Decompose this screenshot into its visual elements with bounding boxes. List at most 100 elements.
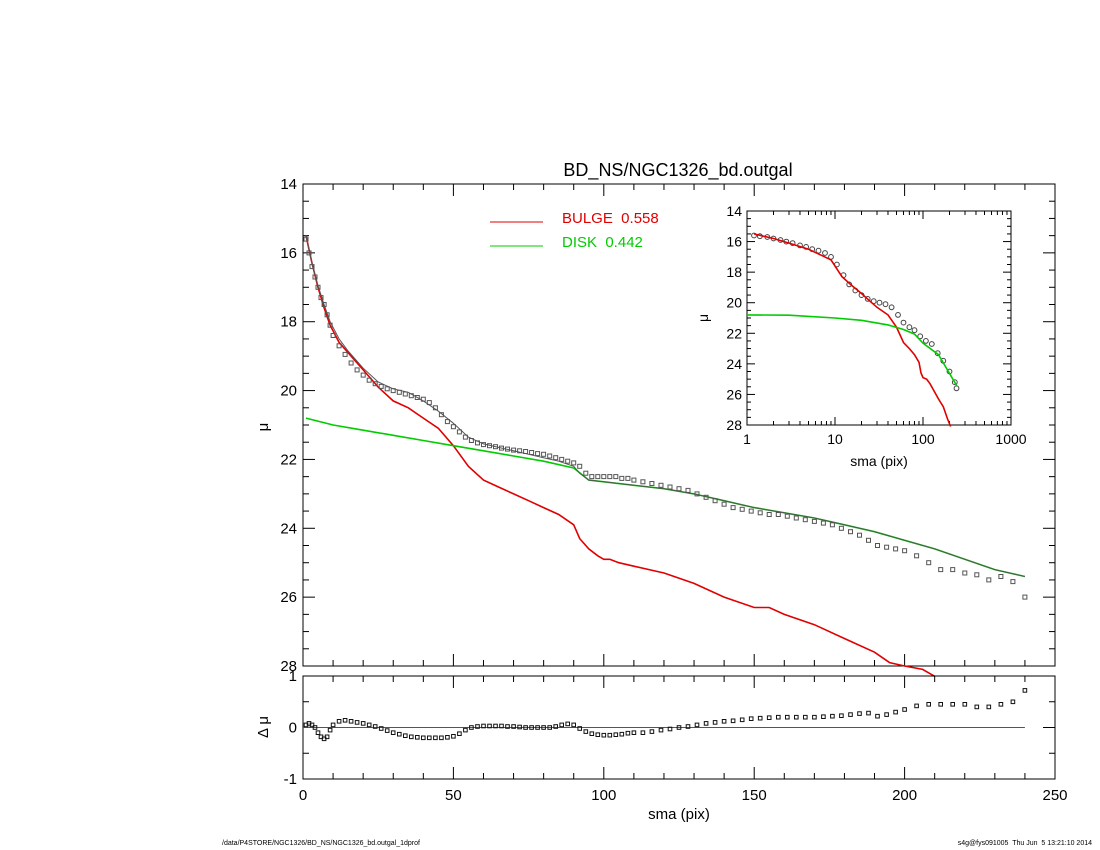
residual-y-tick-label: -1 bbox=[284, 771, 297, 788]
residual-residual-point bbox=[360, 721, 366, 726]
main-data-point bbox=[974, 572, 980, 578]
main-y-tick-label: 26 bbox=[280, 589, 297, 606]
inset-y-axis-label: μ bbox=[695, 314, 711, 322]
residual-residual-point bbox=[986, 704, 992, 710]
main-data-point bbox=[1022, 594, 1028, 600]
residual-y-tick-label: 1 bbox=[289, 668, 297, 685]
residual-residual-point bbox=[493, 723, 498, 729]
residual-residual-point bbox=[523, 725, 528, 730]
residual-residual-point bbox=[384, 728, 390, 733]
main-data-point bbox=[775, 512, 781, 517]
residual-residual-point bbox=[589, 731, 595, 737]
residual-residual-point bbox=[938, 702, 944, 707]
inset-y-tick-label: 22 bbox=[726, 325, 742, 341]
main-data-point bbox=[793, 515, 799, 521]
residual-residual-point bbox=[553, 724, 559, 729]
main-data-point bbox=[450, 424, 456, 430]
residual-residual-point bbox=[336, 719, 342, 724]
main-data-point bbox=[309, 264, 315, 270]
main-data-point bbox=[667, 484, 673, 490]
residual-residual-point bbox=[640, 730, 646, 736]
residual-ticks bbox=[302, 675, 1056, 780]
main-data-point bbox=[619, 475, 625, 481]
main-data-point bbox=[535, 451, 541, 457]
inset-data-point bbox=[951, 379, 958, 386]
main-y-tick-label: 24 bbox=[280, 520, 297, 537]
residual-residual-point bbox=[776, 714, 781, 720]
main-data-point bbox=[926, 560, 932, 566]
main-data-point bbox=[1010, 579, 1016, 585]
main-data-point bbox=[360, 372, 366, 378]
residual-residual-point bbox=[613, 732, 619, 738]
inset-y-tick-label: 24 bbox=[726, 356, 742, 372]
main-data-point bbox=[589, 474, 595, 480]
residual-residual-point bbox=[309, 722, 315, 728]
main-data-point bbox=[559, 456, 565, 462]
inset-y-tick-label: 20 bbox=[726, 295, 742, 311]
legend-disk-label: DISK 0.442 bbox=[562, 234, 643, 251]
main-data-point bbox=[408, 393, 414, 399]
main-data-point bbox=[354, 367, 360, 373]
inset-data-point bbox=[895, 312, 901, 318]
main-data-point bbox=[475, 440, 480, 446]
main-data-point bbox=[625, 475, 631, 481]
main-data-point bbox=[998, 574, 1004, 579]
main-data-point bbox=[583, 470, 589, 476]
main-data-point bbox=[829, 522, 835, 528]
main-data-point bbox=[595, 474, 601, 480]
main-data-point bbox=[914, 553, 920, 559]
residual-residual-point bbox=[625, 730, 631, 736]
chart-title: BD_NS/NGC1326_bd.outgal bbox=[563, 160, 792, 181]
main-data-point bbox=[342, 351, 348, 357]
residual-residual-point bbox=[785, 714, 790, 720]
residual-residual-point bbox=[748, 716, 754, 722]
main-data-point bbox=[838, 525, 844, 531]
main-data-point bbox=[348, 360, 354, 366]
main-data-point bbox=[811, 518, 817, 524]
inset-x-tick-label: 1000 bbox=[995, 431, 1026, 447]
residual-x-tick-labels: 0 50 100 150 200 250 bbox=[299, 787, 1068, 804]
residual-y-tick-labels: -1 0 1 bbox=[284, 668, 297, 788]
residual-residual-point bbox=[857, 711, 862, 716]
main-data-point bbox=[312, 274, 318, 280]
residual-residual-point bbox=[766, 715, 772, 721]
residual-residual-point bbox=[342, 718, 348, 723]
residual-residual-point bbox=[694, 722, 700, 728]
main-data-point bbox=[986, 577, 992, 583]
main-data-point bbox=[902, 548, 908, 554]
residual-residual-point bbox=[390, 730, 396, 736]
inset-data-point bbox=[822, 250, 828, 256]
main-data-point bbox=[553, 455, 559, 461]
residual-residual-point bbox=[902, 707, 907, 712]
main-y-tick-label: 16 bbox=[280, 245, 297, 262]
main-data-point bbox=[884, 544, 890, 550]
residual-residual-point bbox=[739, 717, 745, 723]
residual-x-tick-label: 200 bbox=[892, 787, 917, 804]
main-data-point bbox=[481, 442, 486, 448]
main-data-point bbox=[306, 250, 312, 256]
residual-residual-point bbox=[451, 734, 456, 739]
main-data-point bbox=[330, 333, 336, 338]
residual-residual-point bbox=[541, 725, 546, 730]
inset-panel: 14 16 18 20 22 24 26 28 1 10 100 1000 μ sma (pix) bbox=[695, 203, 1027, 469]
inset-data-point bbox=[864, 296, 871, 302]
residual-residual-point bbox=[685, 724, 691, 729]
residual-residual-point bbox=[712, 720, 718, 725]
inset-data-point bbox=[876, 299, 883, 306]
residual-residual-point bbox=[830, 713, 835, 719]
main-data-point bbox=[676, 486, 682, 492]
residual-x-tick-label: 0 bbox=[299, 787, 307, 804]
main-data-point bbox=[712, 498, 718, 504]
residual-residual-point bbox=[415, 735, 420, 740]
residual-residual-point bbox=[463, 727, 468, 733]
main-data-point bbox=[541, 451, 547, 457]
inset-disk-line bbox=[746, 314, 958, 386]
residual-series bbox=[303, 688, 1028, 742]
inset-ticks bbox=[746, 210, 1011, 426]
residual-residual-point bbox=[433, 735, 438, 741]
residual-residual-point bbox=[547, 725, 553, 730]
main-data-point bbox=[511, 447, 517, 453]
main-data-point bbox=[857, 532, 862, 538]
main-data-point bbox=[324, 312, 330, 318]
